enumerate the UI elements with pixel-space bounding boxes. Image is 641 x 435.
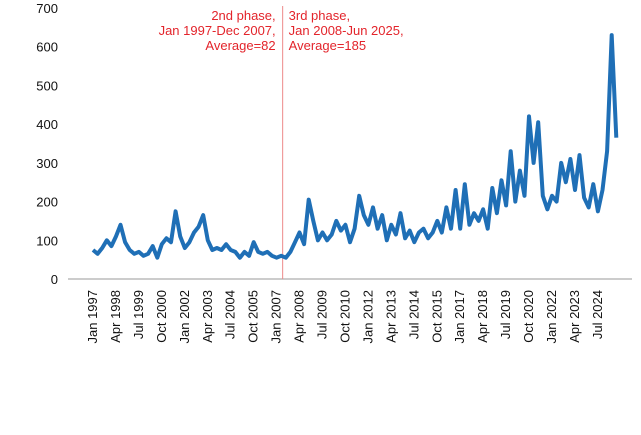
x-tick-label: Jul 2024 bbox=[590, 290, 605, 339]
x-tick-label: Apr 2003 bbox=[200, 290, 215, 343]
y-tick-label: 100 bbox=[36, 233, 58, 248]
y-tick-label: 400 bbox=[36, 117, 58, 132]
data-line bbox=[91, 33, 619, 260]
x-tick-label: Apr 1998 bbox=[108, 290, 123, 343]
y-tick-label: 700 bbox=[36, 1, 58, 16]
x-tick-label: Jan 2022 bbox=[544, 290, 559, 344]
x-tick-label: Apr 2023 bbox=[567, 290, 582, 343]
x-tick-label: Jul 2019 bbox=[498, 290, 513, 339]
x-tick-label: Jul 2004 bbox=[223, 290, 238, 339]
y-tick-label: 200 bbox=[36, 195, 58, 210]
y-tick-label: 500 bbox=[36, 78, 58, 93]
x-tick-label: Apr 2018 bbox=[475, 290, 490, 343]
x-tick-label: Jan 2007 bbox=[269, 290, 284, 344]
annotation: Jan 1997-Dec 2007, bbox=[159, 23, 276, 38]
x-tick-label: Jan 2002 bbox=[177, 290, 192, 344]
y-tick-label: 600 bbox=[36, 40, 58, 55]
x-tick-label: Jan 2012 bbox=[360, 290, 375, 344]
y-tick-label: 0 bbox=[51, 272, 58, 287]
x-tick-label: Apr 2008 bbox=[292, 290, 307, 343]
x-tick-label: Oct 2005 bbox=[246, 290, 261, 343]
x-tick-label: Oct 2015 bbox=[429, 290, 444, 343]
annotation: Jan 2008-Jun 2025, bbox=[289, 23, 404, 38]
x-tick-label: Jan 1997 bbox=[85, 290, 100, 344]
y-tick-label: 300 bbox=[36, 156, 58, 171]
annotation: 3rd phase, bbox=[289, 8, 350, 23]
x-tick-label: Jul 2009 bbox=[315, 290, 330, 339]
x-tick-label: Jul 2014 bbox=[406, 290, 421, 339]
annotation: 2nd phase, bbox=[211, 8, 275, 23]
x-tick-label: Jul 1999 bbox=[131, 290, 146, 339]
annotation: Average=185 bbox=[289, 38, 366, 53]
x-tick-label: Oct 2020 bbox=[521, 290, 536, 343]
annotation: Average=82 bbox=[205, 38, 275, 53]
x-tick-label: Jan 2017 bbox=[452, 290, 467, 344]
x-tick-label: Oct 2010 bbox=[337, 290, 352, 343]
x-tick-label: Apr 2013 bbox=[383, 290, 398, 343]
x-tick-label: Oct 2000 bbox=[154, 290, 169, 343]
